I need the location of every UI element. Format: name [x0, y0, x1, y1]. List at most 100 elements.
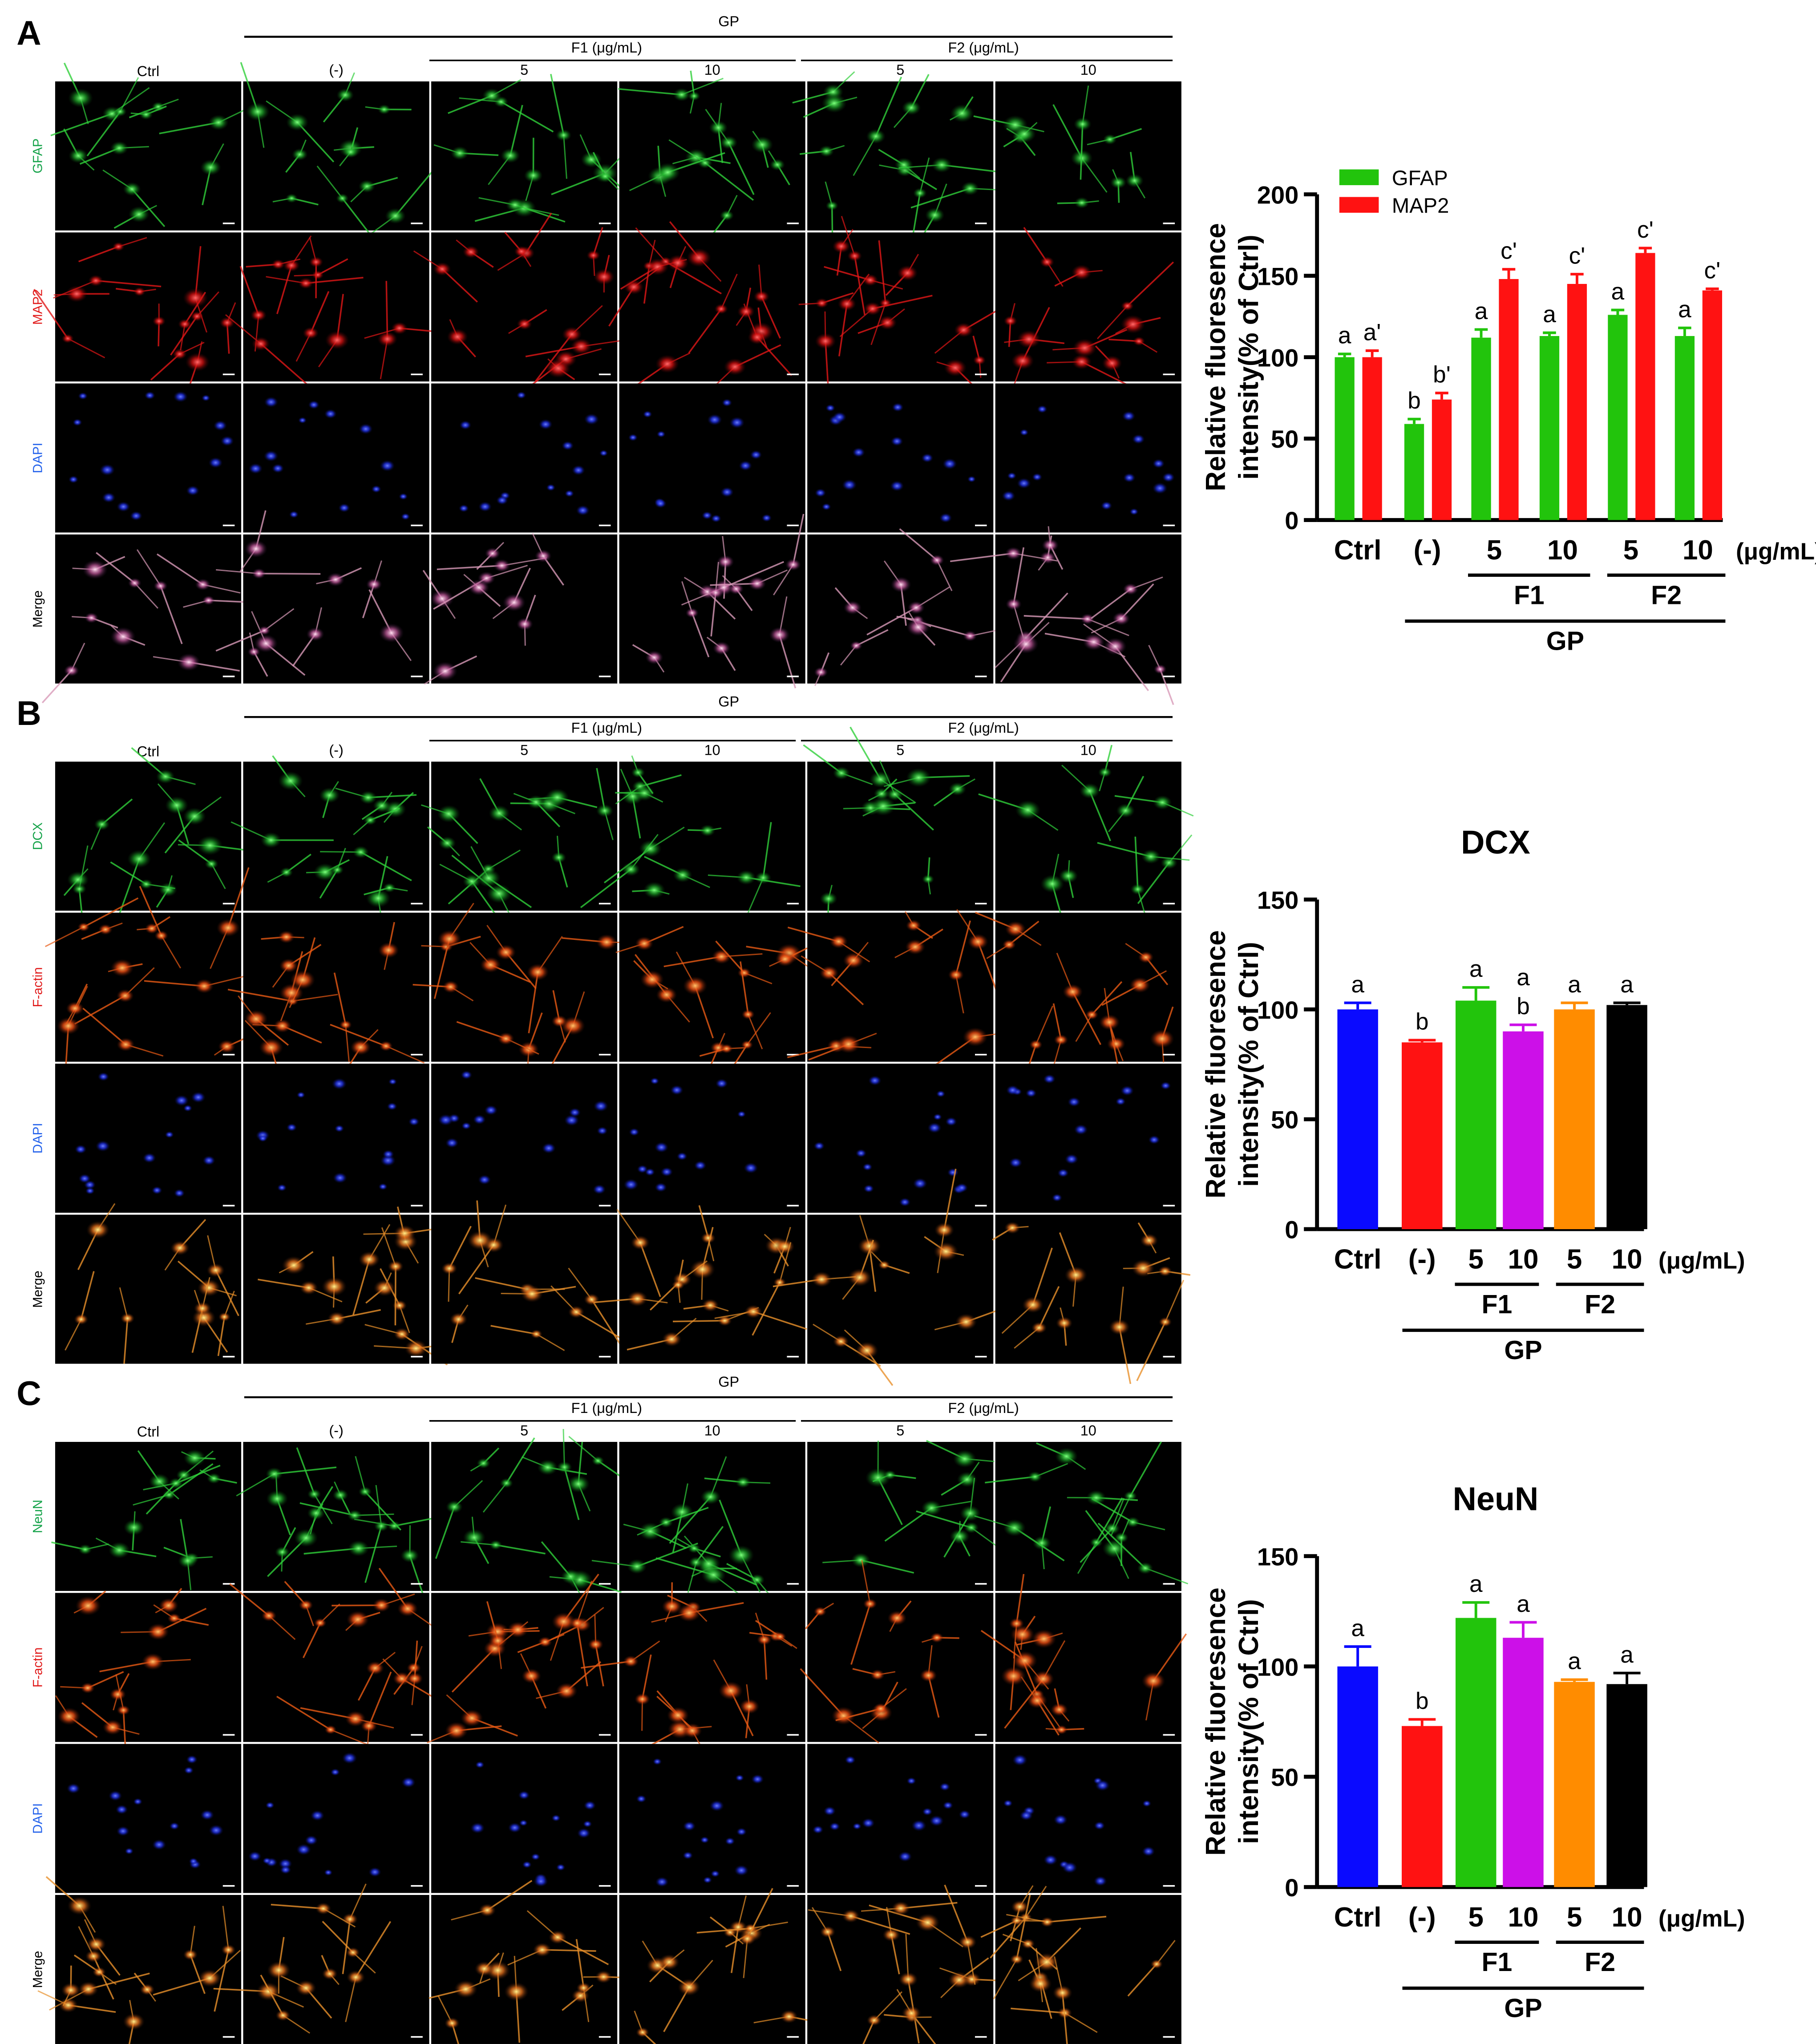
scale-bar	[411, 1205, 423, 1206]
cell-body	[868, 1075, 882, 1086]
cell-body	[522, 1861, 532, 1869]
cell-body	[655, 1182, 667, 1192]
cell-process	[310, 291, 330, 334]
cell-body	[152, 1839, 166, 1850]
bar	[1362, 357, 1382, 520]
cell-body	[404, 1339, 428, 1357]
cell-process	[849, 726, 882, 780]
cell-body	[430, 589, 454, 608]
cell-body	[458, 504, 469, 512]
sub-label-f1: F1 (μg/mL)	[571, 1400, 642, 1416]
image-background	[55, 534, 242, 684]
cell-body	[462, 874, 481, 889]
cell-body	[725, 1837, 735, 1845]
cell-body	[116, 989, 134, 1003]
column-label: 5	[520, 1422, 528, 1438]
cell-body	[1108, 1319, 1130, 1336]
cell-body	[1039, 256, 1055, 268]
cell-body	[534, 549, 552, 563]
cell-process	[747, 878, 764, 915]
cell-body	[561, 1569, 581, 1584]
cell-body	[576, 1982, 591, 1994]
cell-body	[1034, 1953, 1059, 1971]
significance-letter: a	[1469, 1571, 1483, 1597]
scale-bar	[787, 1885, 799, 1887]
image-background	[431, 1895, 618, 2044]
cell-body	[66, 1001, 84, 1016]
cell-process	[456, 1021, 506, 1040]
cell-body	[1031, 1322, 1047, 1334]
column-label: (-)	[329, 62, 343, 78]
cell-body	[683, 1723, 702, 1738]
cell-body	[915, 1913, 940, 1932]
micrograph-image	[243, 1744, 429, 1893]
cell-body	[921, 453, 934, 463]
cell-body	[347, 1510, 362, 1521]
cell-body	[478, 1903, 496, 1917]
cell-body	[220, 436, 234, 446]
column-label: 5	[520, 62, 528, 78]
x-tick-label: 10	[1612, 1244, 1642, 1275]
cell-process	[943, 1169, 957, 1230]
cell-body	[564, 490, 574, 498]
cell-body	[1006, 1085, 1019, 1096]
cell-process	[345, 1977, 357, 2022]
cell-body	[1019, 429, 1029, 436]
cell-body	[221, 1944, 236, 1956]
cell-body	[640, 970, 664, 989]
column-label: 10	[1080, 742, 1096, 758]
row-label-f-actin: F-actin	[30, 967, 45, 1007]
scale-bar	[975, 1885, 987, 1887]
scale-bar	[787, 2036, 799, 2038]
cell-body	[1042, 538, 1059, 552]
cell-process	[899, 528, 938, 561]
cell-process	[525, 212, 552, 254]
y-tick-label: 0	[1285, 1874, 1298, 1902]
cell-body	[920, 1668, 937, 1682]
cell-process	[591, 1299, 623, 1347]
cell-body	[953, 1449, 977, 1468]
cell-body	[1050, 1703, 1068, 1716]
cell-process	[333, 972, 347, 1025]
cell-body	[524, 168, 543, 183]
x-tick-label: 5	[1487, 535, 1502, 566]
cell-body	[178, 319, 192, 330]
cell-body	[333, 1172, 348, 1184]
cell-process	[449, 1226, 472, 1269]
scale-bar	[1163, 2036, 1175, 2038]
cell-body	[1125, 174, 1144, 188]
cell-process	[360, 851, 412, 882]
micrograph-image	[973, 81, 1181, 231]
cell-body	[595, 1970, 612, 1983]
micrograph-image	[807, 1064, 994, 1213]
cell-body	[299, 1599, 313, 1611]
cell-body	[581, 151, 602, 168]
legend-swatch	[1339, 197, 1379, 213]
scale-bar	[975, 2036, 987, 2038]
cell-body	[1152, 459, 1165, 469]
cell-body	[934, 1222, 955, 1238]
bar	[1404, 424, 1424, 520]
group-label-gp: GP	[718, 1374, 739, 1390]
cell-body	[489, 1540, 502, 1550]
cell-body	[73, 418, 82, 426]
y-tick-label: 50	[1271, 425, 1298, 453]
cell-body	[751, 136, 773, 153]
scale-bar	[975, 1356, 987, 1358]
cell-process	[861, 1560, 871, 1604]
cell-body	[659, 1517, 673, 1528]
micrograph-image	[422, 533, 618, 685]
cell-process	[217, 1316, 226, 1356]
cell-body	[673, 88, 691, 101]
cell-body	[331, 865, 344, 875]
cell-body	[366, 889, 391, 908]
cell-body	[551, 1814, 561, 1822]
cell-body	[643, 410, 652, 418]
significance-letter: a	[1517, 1591, 1530, 1617]
cell-body	[183, 1105, 193, 1112]
cell-body	[714, 304, 728, 314]
cell-body	[894, 158, 914, 172]
cell-body	[1161, 856, 1178, 870]
panel-letter: C	[16, 1375, 41, 1413]
cell-body	[244, 540, 268, 558]
